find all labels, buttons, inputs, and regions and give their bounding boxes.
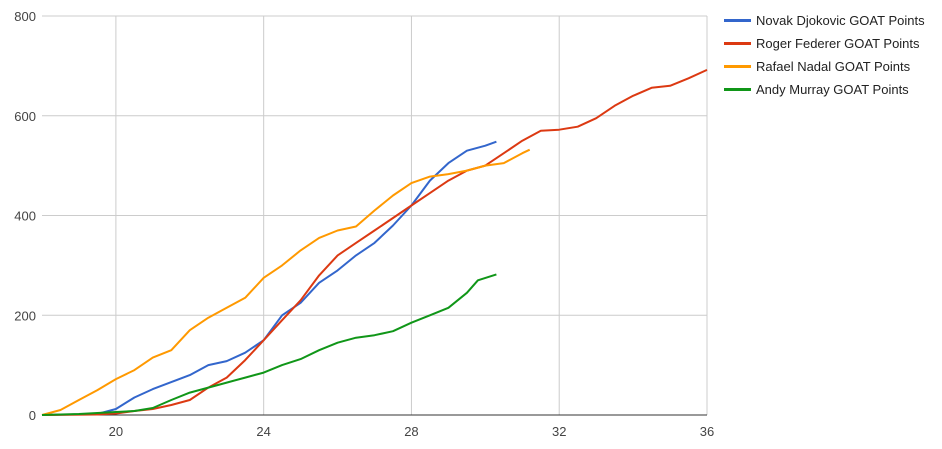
legend-item-federer[interactable]: Roger Federer GOAT Points <box>724 32 940 55</box>
series-line-1 <box>41 68 708 416</box>
legend-label: Andy Murray GOAT Points <box>756 82 909 97</box>
legend-item-djokovic[interactable]: Novak Djokovic GOAT Points <box>724 9 940 32</box>
legend-swatch <box>724 42 751 45</box>
legend-item-nadal[interactable]: Rafael Nadal GOAT Points <box>724 55 940 78</box>
legend-swatch <box>724 65 751 68</box>
tick-labels: 0 200 400 600 800 20 24 28 32 36 <box>14 9 714 439</box>
legend-label: Roger Federer GOAT Points <box>756 36 920 51</box>
series-lines <box>41 68 708 416</box>
legend-swatch <box>724 88 751 91</box>
legend: Novak Djokovic GOAT Points Roger Federer… <box>724 9 940 101</box>
x-tick-label: 28 <box>404 424 418 439</box>
series-line-0 <box>41 140 497 416</box>
y-tick-label: 400 <box>14 209 36 224</box>
y-tick-label: 600 <box>14 109 36 124</box>
legend-swatch <box>724 19 751 22</box>
grid <box>42 15 708 415</box>
x-tick-label: 24 <box>256 424 270 439</box>
legend-item-murray[interactable]: Andy Murray GOAT Points <box>724 78 940 101</box>
y-tick-label: 800 <box>14 9 36 24</box>
x-tick-label: 32 <box>552 424 566 439</box>
series-line-2 <box>41 148 531 416</box>
x-tick-label: 20 <box>109 424 123 439</box>
legend-label: Novak Djokovic GOAT Points <box>756 13 925 28</box>
legend-label: Rafael Nadal GOAT Points <box>756 59 911 74</box>
y-tick-label: 0 <box>29 408 36 423</box>
y-tick-label: 200 <box>14 308 36 323</box>
series-line-3 <box>41 273 497 416</box>
x-tick-label: 36 <box>700 424 714 439</box>
